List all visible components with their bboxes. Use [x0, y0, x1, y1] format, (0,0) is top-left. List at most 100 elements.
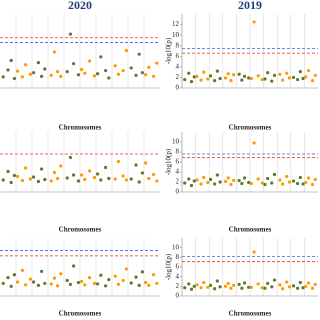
snp-point	[296, 286, 300, 290]
snp-point	[263, 77, 267, 81]
snp-point	[247, 76, 251, 80]
y-tick-label: 6	[176, 52, 180, 60]
snp-point	[252, 141, 256, 145]
snp-point	[107, 176, 111, 181]
snp-point	[6, 68, 10, 72]
snp-point	[28, 277, 32, 281]
snp-point	[208, 177, 213, 182]
snp-point	[113, 177, 117, 181]
snp-point	[137, 52, 141, 56]
snp-point	[59, 74, 63, 78]
snp-point	[92, 74, 96, 78]
snp-point	[260, 286, 264, 290]
snp-point	[80, 279, 84, 284]
snp-point	[215, 69, 219, 73]
snp-point	[298, 70, 302, 74]
snp-point	[144, 161, 148, 165]
snp-point	[202, 280, 206, 285]
snp-point	[252, 20, 256, 24]
snp-point	[189, 183, 194, 188]
snp-point	[223, 76, 228, 80]
snp-point	[183, 77, 187, 82]
snp-point	[285, 280, 289, 284]
snp-point	[121, 68, 125, 73]
snp-point	[287, 285, 292, 289]
snp-point	[270, 79, 274, 83]
snp-point	[256, 282, 260, 286]
snp-point	[226, 281, 230, 286]
snp-point	[16, 174, 20, 179]
y-axis-label: -log10(p)	[165, 37, 173, 64]
snp-point	[129, 66, 133, 70]
y-tick-label: 8	[176, 148, 180, 156]
snp-point	[134, 275, 138, 279]
snp-point	[129, 281, 133, 285]
y-tick-label: 0	[176, 84, 180, 92]
snp-point	[16, 280, 20, 284]
snp-point	[189, 287, 194, 291]
snp-point	[40, 167, 44, 171]
snp-point	[304, 180, 308, 185]
snp-point	[213, 287, 217, 291]
snp-point	[301, 286, 305, 290]
snp-point	[31, 280, 36, 284]
y-tick-label: 4	[176, 62, 180, 70]
snp-point	[59, 272, 63, 276]
snp-point	[140, 270, 144, 274]
snp-point	[247, 285, 251, 289]
snp-point	[215, 279, 219, 283]
snp-point	[199, 182, 203, 186]
snp-point	[304, 284, 308, 288]
snp-point	[152, 172, 156, 177]
snp-point	[68, 32, 72, 36]
snp-point	[301, 182, 305, 186]
snp-point	[144, 280, 148, 285]
snp-point	[291, 284, 296, 288]
snp-point	[134, 163, 138, 167]
snp-point	[76, 73, 80, 77]
snp-point	[56, 176, 60, 181]
snp-point	[218, 180, 222, 184]
snp-point	[83, 177, 87, 182]
snp-point	[88, 59, 92, 63]
snp-point	[266, 71, 270, 75]
snp-point	[80, 67, 84, 72]
snp-point	[96, 72, 100, 76]
x-axis-label: Chromosomes	[229, 226, 272, 234]
snp-point	[266, 281, 270, 286]
panel-title: 2020	[68, 0, 92, 12]
snp-point	[218, 76, 222, 81]
snp-point	[155, 179, 159, 183]
snp-point	[215, 173, 219, 177]
snp-point	[68, 155, 72, 160]
snp-point	[187, 71, 191, 75]
snp-point	[56, 70, 60, 74]
y-tick-label: 2	[176, 178, 180, 186]
snp-point	[266, 176, 270, 181]
snp-point	[252, 250, 256, 254]
snp-point	[107, 76, 111, 80]
snp-point	[124, 178, 128, 182]
snp-point	[72, 62, 76, 66]
snp-point	[155, 281, 159, 286]
snp-point	[49, 73, 53, 77]
snp-point	[223, 284, 228, 288]
snp-point	[313, 73, 317, 77]
snp-point	[28, 72, 32, 76]
snp-point	[65, 278, 69, 283]
snp-point	[121, 174, 125, 178]
snp-point	[80, 173, 84, 177]
snp-point	[278, 72, 282, 76]
snp-point	[229, 286, 233, 290]
y-tick-label: 2	[176, 282, 180, 290]
snp-point	[113, 64, 117, 68]
snp-point	[237, 282, 241, 286]
snp-point	[240, 286, 244, 290]
snp-point	[263, 286, 267, 290]
snp-point	[301, 76, 305, 81]
snp-point	[206, 77, 210, 81]
x-axis-label: Chromosomes	[59, 310, 102, 318]
snp-point	[313, 282, 317, 286]
snp-point	[202, 175, 206, 180]
